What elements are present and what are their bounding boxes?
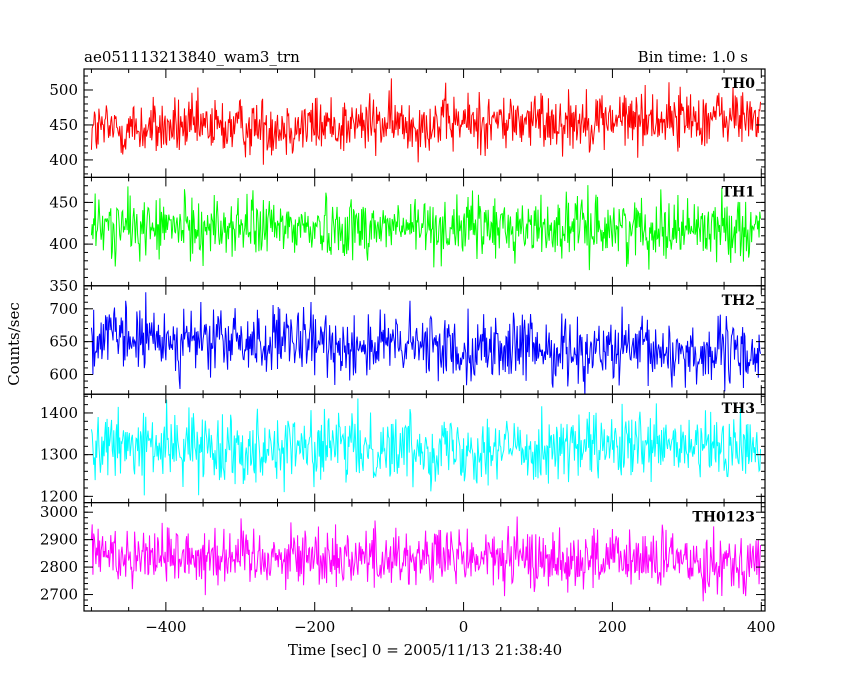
panel-label: TH3 bbox=[722, 401, 755, 417]
x-tick-label: 0 bbox=[459, 618, 469, 636]
y-tick-label: 1300 bbox=[40, 446, 78, 464]
x-tick-label: −400 bbox=[145, 618, 186, 636]
panel-th0123: 2700 2800 2900 3000 TH0123 bbox=[40, 502, 766, 612]
panels-group: 400 450 500 TH0 350 400 450 TH1 600 650 700 TH2 1200… bbox=[40, 68, 766, 612]
y-tick-label: 2900 bbox=[40, 531, 78, 549]
x-tick-label: 400 bbox=[747, 618, 776, 636]
y-tick-label: 500 bbox=[49, 81, 78, 99]
panel-label: TH1 bbox=[722, 184, 755, 200]
y-axis-title: Counts/sec bbox=[5, 302, 23, 386]
y-tick-label: 350 bbox=[49, 277, 78, 295]
x-tick-label: −200 bbox=[294, 618, 335, 636]
y-tick-label: 2700 bbox=[40, 586, 78, 604]
panel-th2: 600 650 700 TH2 bbox=[49, 285, 766, 395]
x-axis-title: Time [sec] 0 = 2005/11/13 21:38:40 bbox=[288, 641, 562, 659]
y-tick-label: 400 bbox=[49, 151, 78, 169]
series-th1 bbox=[90, 185, 762, 271]
y-tick-label: 3000 bbox=[40, 503, 78, 521]
panel-th0: 400 450 500 TH0 bbox=[49, 68, 766, 179]
panel-th1: 350 400 450 TH1 bbox=[49, 176, 766, 295]
y-tick-label: 450 bbox=[49, 193, 78, 211]
y-tick-label: 650 bbox=[49, 333, 78, 351]
panel-label: TH2 bbox=[722, 293, 755, 309]
chart-title: ae051113213840_wam3_trn bbox=[84, 48, 300, 66]
panel-label: TH0 bbox=[722, 76, 756, 92]
panel-label: TH0123 bbox=[692, 510, 755, 526]
series-th0123 bbox=[90, 516, 762, 602]
series-th2 bbox=[90, 292, 762, 395]
y-tick-label: 450 bbox=[49, 116, 78, 134]
x-tick-label: 200 bbox=[598, 618, 627, 636]
y-tick-label: 1400 bbox=[40, 404, 78, 422]
y-tick-label: 1200 bbox=[40, 487, 78, 505]
panel-frame bbox=[83, 502, 766, 612]
x-axis: −400 −200 0 200 400 bbox=[145, 618, 775, 636]
series-th0 bbox=[90, 78, 762, 165]
series-th3 bbox=[90, 398, 762, 496]
bin-time-label: Bin time: 1.0 s bbox=[638, 48, 748, 66]
y-tick-label: 600 bbox=[49, 365, 78, 383]
y-tick-label: 2800 bbox=[40, 558, 78, 576]
y-tick-label: 700 bbox=[49, 300, 78, 318]
y-tick-label: 400 bbox=[49, 235, 78, 253]
panel-th3: 1200 1300 1400 TH3 bbox=[40, 393, 766, 505]
